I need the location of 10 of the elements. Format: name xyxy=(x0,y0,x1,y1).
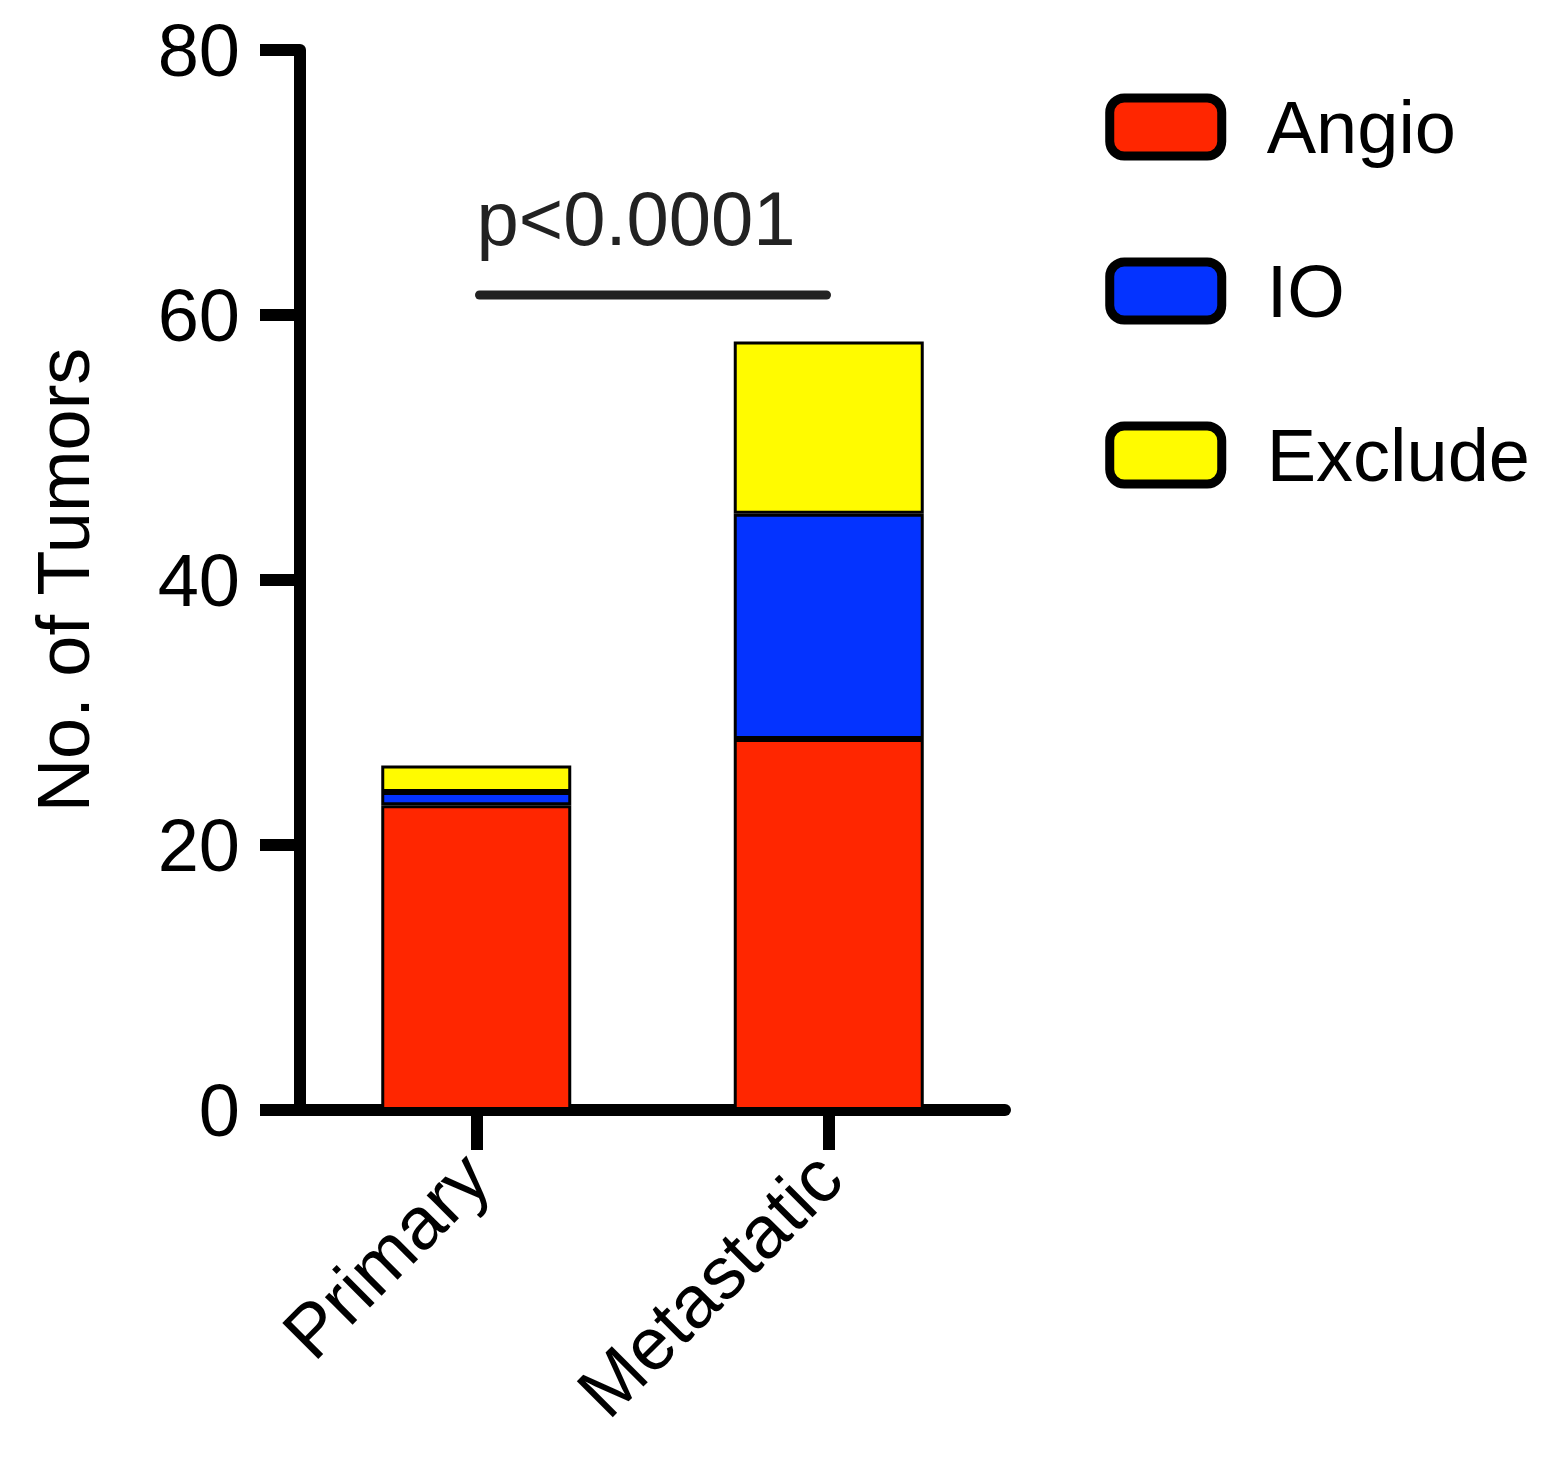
y-axis-title: No. of Tumors xyxy=(21,347,105,813)
legend-label: IO xyxy=(1266,249,1345,333)
annotation: p<0.0001 xyxy=(476,175,796,261)
y-tick-label: 40 xyxy=(157,538,240,622)
legend-label: Angio xyxy=(1266,85,1456,169)
y-tick-label: 60 xyxy=(157,273,240,357)
legend-label: Exclude xyxy=(1266,413,1530,497)
y-tick-label: 0 xyxy=(198,1068,240,1152)
y-tick-label: 20 xyxy=(157,803,240,887)
y-tick-label: 80 xyxy=(157,8,240,92)
